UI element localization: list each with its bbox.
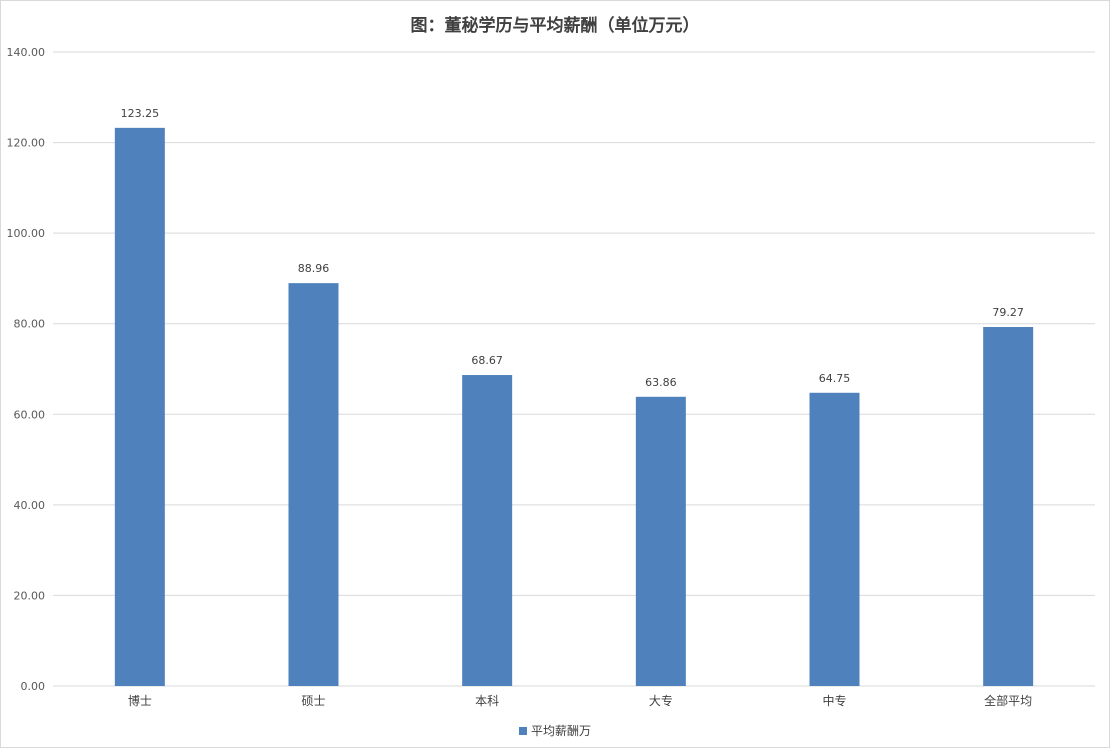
y-axis-ticks: 0.00 20.00 40.00 60.00 80.00 100.00 120.00 140.… bbox=[7, 46, 46, 693]
data-label: 63.86 bbox=[645, 376, 677, 389]
data-label: 68.67 bbox=[471, 354, 503, 367]
data-label: 64.75 bbox=[819, 372, 851, 385]
chart-title: 图：董秘学历与平均薪酬（单位万元） bbox=[410, 16, 700, 36]
x-category-label: 硕士 bbox=[301, 694, 325, 708]
data-labels: 123.25 88.96 68.67 63.86 64.75 79.27 bbox=[121, 107, 1024, 389]
bar bbox=[288, 283, 339, 686]
x-category-label: 大专 bbox=[649, 693, 673, 708]
legend: 平均薪酬万 bbox=[1, 722, 1109, 739]
data-label: 79.27 bbox=[992, 306, 1024, 319]
bar bbox=[983, 327, 1034, 686]
y-tick-label: 40.00 bbox=[14, 499, 46, 512]
bar bbox=[809, 392, 860, 686]
y-tick-label: 0.00 bbox=[21, 680, 46, 693]
bar bbox=[462, 375, 513, 686]
legend-label: 平均薪酬万 bbox=[530, 724, 591, 738]
y-tick-label: 100.00 bbox=[7, 227, 46, 240]
x-category-label: 全部平均 bbox=[984, 693, 1032, 708]
data-label: 88.96 bbox=[298, 262, 330, 275]
data-label: 123.25 bbox=[121, 107, 160, 120]
x-axis-categories: 博士 硕士 本科 大专 中专 全部平均 bbox=[128, 693, 1032, 708]
legend-swatch bbox=[518, 726, 527, 735]
x-category-label: 中专 bbox=[822, 693, 846, 708]
x-category-label: 博士 bbox=[128, 693, 152, 708]
y-tick-label: 120.00 bbox=[7, 137, 46, 150]
y-tick-label: 20.00 bbox=[14, 589, 46, 602]
y-tick-label: 140.00 bbox=[7, 46, 46, 59]
bars bbox=[114, 127, 1034, 686]
y-tick-label: 60.00 bbox=[14, 408, 46, 421]
y-tick-label: 80.00 bbox=[14, 318, 46, 331]
x-category-label: 本科 bbox=[475, 694, 499, 708]
bar bbox=[114, 127, 165, 686]
bar bbox=[635, 396, 686, 686]
gridlines bbox=[53, 51, 1095, 687]
